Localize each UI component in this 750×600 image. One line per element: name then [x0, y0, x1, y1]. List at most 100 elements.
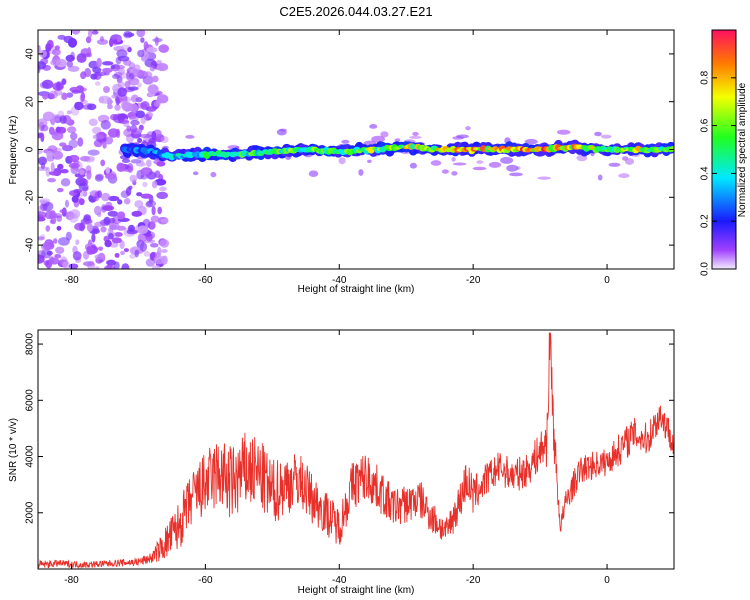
noise-blob — [123, 128, 134, 137]
noise-blob — [95, 81, 101, 86]
y-tick-label: 6000 — [25, 389, 36, 412]
noise-blob — [38, 61, 47, 70]
noise-blob — [108, 128, 119, 138]
noise-blob — [39, 199, 47, 205]
noise-blob — [59, 209, 67, 214]
noise-blob — [139, 134, 153, 138]
noise-blob — [67, 37, 78, 48]
noise-blob — [472, 166, 487, 171]
noise-blob — [465, 126, 471, 131]
noise-blob — [62, 92, 68, 100]
noise-blob — [156, 191, 168, 200]
noise-blob — [135, 162, 146, 167]
noise-blob — [127, 47, 132, 53]
noise-blob — [79, 222, 85, 232]
noise-blob — [38, 44, 41, 54]
snr-ticks: -80 -60 -40 -20 0 2000 4000 6000 8000 — [25, 330, 674, 586]
noise-blob — [120, 190, 130, 198]
noise-blob — [159, 239, 170, 248]
noise-blob — [98, 95, 111, 104]
noise-blob — [129, 174, 138, 183]
x-tick-label: -20 — [466, 275, 481, 286]
snr-x-axis-label: Height of straight line (km) — [298, 585, 415, 596]
noise-blob — [102, 205, 114, 211]
noise-blob — [488, 161, 502, 168]
noise-blob — [121, 263, 130, 269]
colorbar-label: Normalized spectral amplitude — [737, 82, 748, 217]
noise-blob — [142, 181, 148, 188]
noise-blob — [65, 199, 69, 208]
noise-blob — [115, 96, 120, 106]
noise-blob — [137, 49, 145, 58]
noise-blob — [66, 92, 74, 98]
noise-blob — [367, 159, 372, 163]
noise-blob — [100, 226, 107, 233]
noise-blob — [139, 242, 148, 252]
noise-blob — [86, 223, 93, 232]
noise-blob — [129, 116, 139, 121]
noise-blob — [140, 169, 151, 176]
noise-blob — [94, 205, 102, 216]
noise-blob — [308, 170, 319, 177]
noise-blob — [41, 79, 54, 90]
noise-blob — [94, 191, 100, 199]
noise-blob — [131, 210, 143, 217]
noise-blob — [52, 48, 61, 56]
noise-blob — [114, 104, 121, 111]
noise-blob — [143, 71, 153, 78]
noise-blob — [49, 219, 55, 224]
noise-blob — [597, 174, 603, 181]
noise-blob — [78, 182, 89, 191]
noise-blob — [104, 239, 112, 248]
noise-blob — [112, 73, 120, 80]
noise-blob — [140, 101, 150, 110]
noise-blob — [41, 242, 51, 251]
noise-blob — [102, 142, 107, 149]
noise-blob — [91, 30, 99, 35]
noise-blob — [124, 32, 135, 37]
snr-line-layer — [38, 332, 674, 569]
noise-blob — [67, 126, 77, 134]
noise-blob — [160, 218, 169, 223]
noise-blob — [92, 126, 102, 135]
noise-blob — [131, 94, 139, 103]
snr-series-line — [38, 332, 674, 569]
colorbar: 0.0 0.2 0.4 0.6 0.8 Normalized spectral ampl… — [700, 29, 748, 276]
noise-blob — [151, 130, 157, 141]
noise-blob — [49, 210, 56, 218]
noise-blob — [409, 162, 417, 169]
noise-blob — [50, 162, 55, 173]
noise-blob — [128, 224, 135, 232]
noise-blob — [210, 171, 217, 178]
noise-blob — [128, 62, 136, 69]
noise-blob — [114, 253, 120, 258]
noise-blob — [79, 93, 84, 103]
x-tick-label: 0 — [604, 275, 610, 286]
noise-blob — [143, 250, 151, 257]
noise-blob — [41, 248, 52, 259]
noise-blob — [409, 135, 422, 139]
noise-blob — [113, 113, 125, 124]
noise-blob — [40, 202, 48, 212]
noise-blob — [72, 251, 82, 261]
noise-blob — [624, 158, 635, 165]
noise-blob — [102, 67, 113, 73]
noise-blob — [524, 138, 538, 145]
x-tick-label: -60 — [198, 575, 213, 586]
noise-blob — [134, 200, 144, 208]
spectrogram-heatmap — [38, 30, 674, 269]
noise-blob — [430, 160, 442, 166]
noise-blob — [70, 132, 78, 141]
noise-blob — [57, 187, 64, 193]
y-tick-label: -20 — [25, 190, 36, 205]
y-tick-label: 20 — [25, 96, 36, 108]
noise-blob — [149, 65, 156, 72]
figure-title: C2E5.2026.044.03.27.E21 — [279, 4, 432, 19]
noise-blob — [80, 155, 90, 162]
noise-blob — [157, 206, 162, 215]
noise-blob — [38, 148, 43, 155]
noise-blob — [102, 61, 114, 66]
noise-blob — [338, 157, 346, 165]
noise-blob — [441, 169, 449, 174]
noise-blob — [600, 134, 612, 139]
